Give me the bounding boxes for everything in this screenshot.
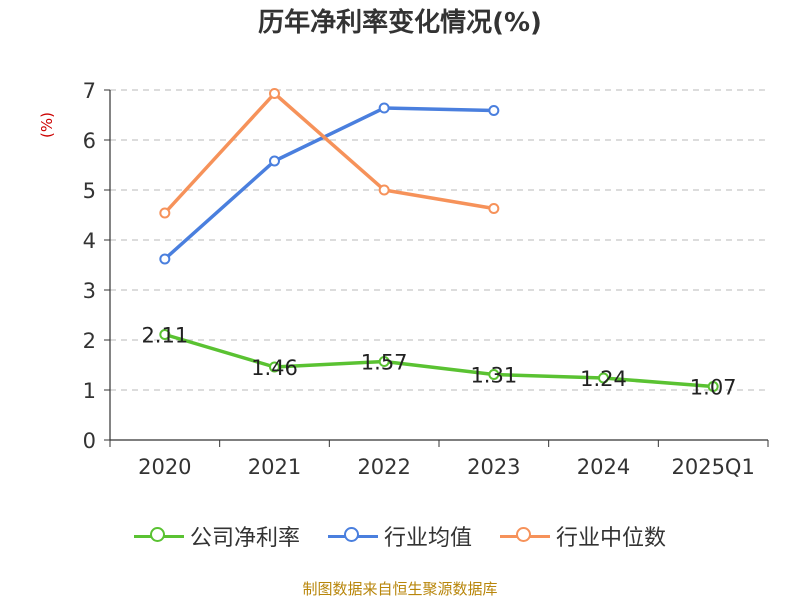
- data-point: [378, 356, 390, 367]
- series-line-0: [164, 332, 714, 389]
- data-point: [598, 372, 609, 384]
- data-point: [159, 207, 171, 219]
- data-point: [378, 102, 390, 114]
- data-label: 2.11: [141, 324, 188, 348]
- data-point: [707, 381, 719, 392]
- legend-label: 公司净利率: [189, 526, 300, 551]
- data-point: [488, 105, 500, 116]
- data-labels: 2.11 1.46 1.57 1.31 1.24 1.07: [141, 324, 736, 400]
- x-tick-label: 2024: [577, 455, 630, 479]
- gridlines: [110, 89, 768, 391]
- y-tick-label: 1: [83, 379, 96, 403]
- data-label: 1.24: [580, 367, 627, 391]
- legend-marker-icon: [327, 524, 378, 548]
- data-point: [488, 203, 500, 214]
- source-note: 制图数据来自恒生聚源数据库: [302, 580, 498, 598]
- data-point: [269, 155, 280, 167]
- y-tick-label: 4: [83, 229, 96, 253]
- data-label: 1.46: [251, 356, 298, 380]
- y-tick-label: 7: [83, 79, 96, 103]
- series-line-2: [163, 91, 495, 215]
- data-point: [488, 369, 500, 380]
- y-tick-label: 2: [83, 329, 96, 353]
- legend-label: 行业中位数: [556, 526, 667, 551]
- series-lines: [159, 88, 719, 392]
- legend-item-company-net-margin[interactable]: 公司净利率: [133, 520, 300, 552]
- chart-title: 历年净利率变化情况(%): [258, 8, 542, 38]
- legend-item-industry-average[interactable]: 行业均值: [327, 520, 472, 552]
- data-point: [269, 88, 280, 99]
- legend-marker-icon: [133, 524, 184, 548]
- data-point: [269, 361, 280, 373]
- data-label: 1.07: [690, 376, 737, 400]
- x-tick-label: 2020: [138, 455, 191, 479]
- x-tick-label: 2022: [357, 455, 410, 479]
- data-point: [378, 184, 390, 196]
- legend-item-industry-median[interactable]: 行业中位数: [500, 520, 666, 552]
- legend: 公司净利率 行业均值 行业中位数: [0, 520, 800, 552]
- y-tick-label: 5: [83, 179, 96, 203]
- y-tick-label: 3: [83, 279, 96, 303]
- legend-marker-icon: [500, 524, 550, 548]
- data-label: 1.57: [361, 351, 408, 375]
- x-tick-label: 2025Q1: [671, 455, 754, 479]
- legend-label: 行业均值: [383, 526, 472, 551]
- data-label: 1.31: [470, 364, 517, 388]
- y-tick-label: 0: [83, 429, 96, 453]
- data-point: [159, 329, 171, 340]
- axes: 0 1 2 3 4 5 6 7 2020 2021 2022 2023 2024 2025Q1: [83, 79, 769, 479]
- series-line-1: [163, 106, 494, 261]
- y-tick-label: 6: [83, 129, 96, 153]
- data-point: [159, 253, 171, 265]
- x-tick-label: 2023: [467, 455, 520, 479]
- x-tick-label: 2021: [248, 455, 301, 479]
